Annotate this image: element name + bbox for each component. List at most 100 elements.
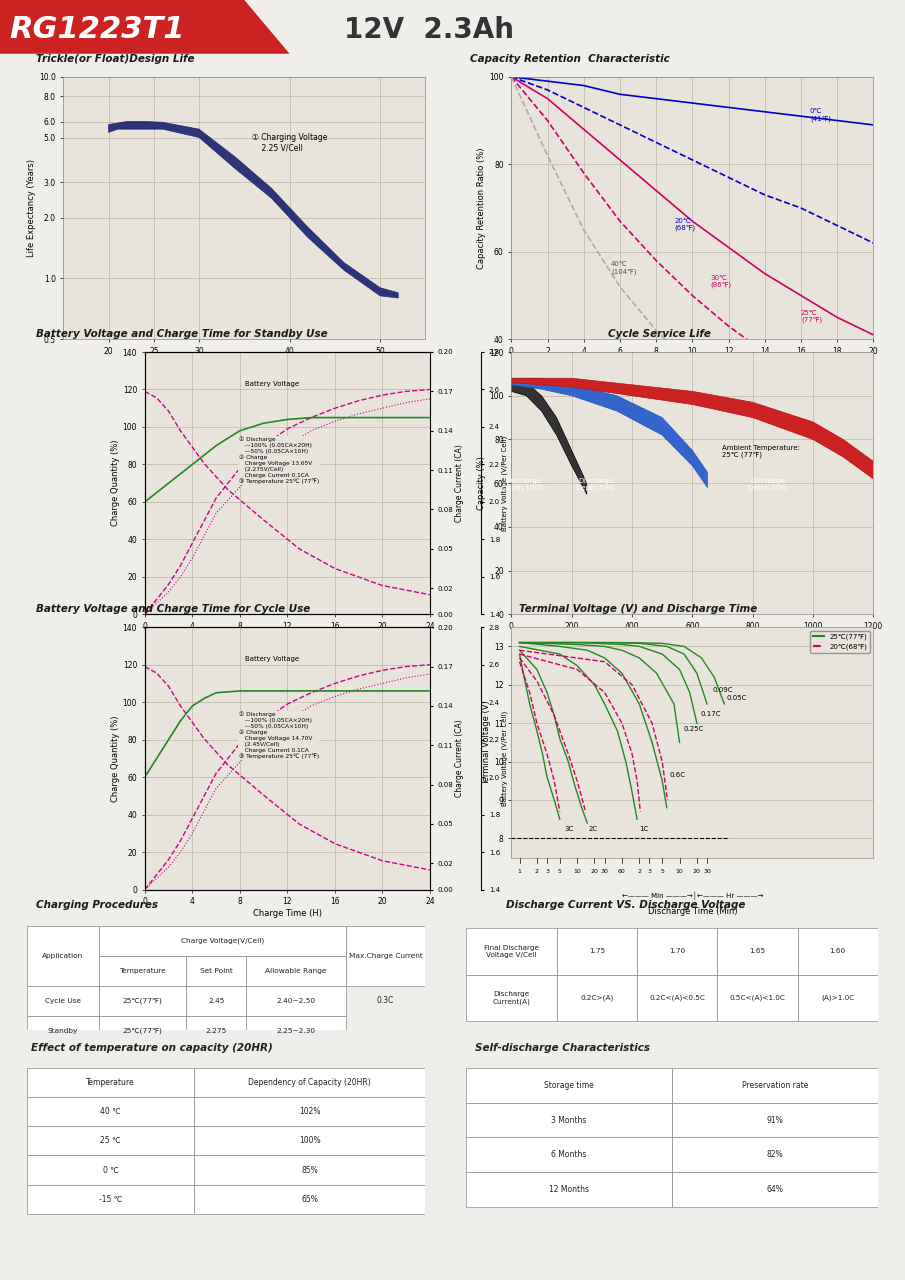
Text: 65%: 65% [301,1194,319,1203]
Text: 0.25C: 0.25C [683,726,704,732]
Text: Discharge Current VS. Discharge Voltage: Discharge Current VS. Discharge Voltage [506,900,745,910]
Text: Max.Charge Current: Max.Charge Current [348,952,423,959]
Text: 3 Months: 3 Months [551,1116,586,1125]
Text: 25℃(77℉): 25℃(77℉) [123,997,163,1005]
Text: Discharge
Depth 100%: Discharge Depth 100% [501,477,545,490]
X-axis label: Charge Time (H): Charge Time (H) [252,634,322,643]
Text: 20: 20 [693,869,700,874]
Text: -15 ℃: -15 ℃ [99,1194,122,1203]
FancyBboxPatch shape [466,1138,672,1172]
Text: Battery Voltage: Battery Voltage [244,657,299,662]
FancyBboxPatch shape [195,1156,425,1184]
Text: 25℃
(77℉): 25℃ (77℉) [801,310,822,324]
Polygon shape [511,379,586,494]
Text: Cycle Use: Cycle Use [45,998,81,1004]
FancyBboxPatch shape [346,925,425,986]
FancyBboxPatch shape [195,1184,425,1213]
X-axis label: Number of Cycles (Times): Number of Cycles (Times) [638,634,747,643]
FancyBboxPatch shape [672,1172,878,1207]
FancyBboxPatch shape [27,1097,195,1126]
Y-axis label: Capacity Retention Ratio (%): Capacity Retention Ratio (%) [478,147,486,269]
X-axis label: Charge Time (H): Charge Time (H) [252,909,322,918]
FancyBboxPatch shape [195,1126,425,1156]
Text: 82%: 82% [767,1151,783,1160]
Text: 12V  2.3Ah: 12V 2.3Ah [344,15,514,44]
Text: 0 ℃: 0 ℃ [103,1166,119,1175]
Text: 91%: 91% [767,1116,784,1125]
Text: Final Discharge
Voltage V/Cell: Final Discharge Voltage V/Cell [484,945,538,957]
Polygon shape [109,122,398,298]
Text: 60: 60 [618,869,626,874]
FancyBboxPatch shape [99,925,346,956]
FancyBboxPatch shape [637,975,718,1021]
FancyBboxPatch shape [195,1097,425,1126]
Y-axis label: Charge Current (CA): Charge Current (CA) [454,719,463,797]
Y-axis label: Battery Voltage (V/Per Cell): Battery Voltage (V/Per Cell) [501,435,508,531]
FancyBboxPatch shape [557,975,637,1021]
Y-axis label: Capacity (%): Capacity (%) [478,456,486,511]
Text: 20℃
(68℉): 20℃ (68℉) [674,218,695,232]
Text: Battery Voltage and Charge Time for Standby Use: Battery Voltage and Charge Time for Stan… [35,329,328,339]
Text: 40℃
(104℉): 40℃ (104℉) [611,261,636,275]
FancyBboxPatch shape [797,928,878,975]
FancyBboxPatch shape [466,1068,672,1103]
FancyBboxPatch shape [718,975,797,1021]
Text: 0.05C: 0.05C [727,695,748,701]
FancyBboxPatch shape [27,925,99,986]
Text: 0.2C>(A): 0.2C>(A) [580,995,614,1001]
Y-axis label: Charge Quantity (%): Charge Quantity (%) [111,716,119,801]
Text: 0.09C: 0.09C [712,687,732,694]
Text: Discharge Time (Min): Discharge Time (Min) [647,908,738,916]
FancyBboxPatch shape [246,1016,346,1046]
FancyBboxPatch shape [466,1172,672,1207]
Text: RG1223T1: RG1223T1 [9,15,185,44]
Text: Battery Voltage: Battery Voltage [244,381,299,387]
Text: Charging Procedures: Charging Procedures [35,900,157,910]
Text: 30℃
(86℉): 30℃ (86℉) [710,275,731,288]
FancyBboxPatch shape [718,928,797,975]
Text: Temperature: Temperature [87,1078,135,1087]
Text: Storage time: Storage time [544,1080,594,1091]
FancyBboxPatch shape [246,956,346,986]
Text: 1.60: 1.60 [830,948,846,955]
Text: 1.70: 1.70 [669,948,685,955]
Text: 64%: 64% [767,1185,784,1194]
Text: 85%: 85% [301,1166,319,1175]
FancyBboxPatch shape [27,986,99,1016]
FancyBboxPatch shape [27,1068,195,1097]
Polygon shape [511,379,708,488]
FancyBboxPatch shape [27,1156,195,1184]
Text: 12 Months: 12 Months [549,1185,589,1194]
Text: 10: 10 [573,869,581,874]
FancyBboxPatch shape [99,956,186,986]
Text: 100%: 100% [299,1137,320,1146]
Text: 3: 3 [647,869,652,874]
Text: Self-discharge Characteristics: Self-discharge Characteristics [474,1043,650,1053]
FancyBboxPatch shape [99,1016,186,1046]
X-axis label: Temperature (℃): Temperature (℃) [208,358,281,367]
Text: Cycle Service Life: Cycle Service Life [608,329,710,339]
Text: 30: 30 [703,869,711,874]
Text: 2: 2 [637,869,642,874]
FancyBboxPatch shape [186,956,246,986]
Text: 2C: 2C [589,826,598,832]
Text: 40 ℃: 40 ℃ [100,1107,121,1116]
Text: 1C: 1C [639,826,649,832]
Text: 5: 5 [557,869,562,874]
Text: 30: 30 [601,869,608,874]
Text: Discharge
Current(A): Discharge Current(A) [492,991,530,1005]
FancyBboxPatch shape [195,1068,425,1097]
Text: 3C: 3C [565,826,574,832]
Text: Ambient Temperature:
25℃ (77℉): Ambient Temperature: 25℃ (77℉) [722,445,801,458]
Text: Terminal Voltage (V) and Discharge Time: Terminal Voltage (V) and Discharge Time [519,604,757,614]
FancyBboxPatch shape [557,928,637,975]
Y-axis label: Charge Current (CA): Charge Current (CA) [454,444,463,522]
Text: 0.2C<(A)<0.5C: 0.2C<(A)<0.5C [649,995,705,1001]
Text: Preservation rate: Preservation rate [742,1080,808,1091]
FancyBboxPatch shape [466,1103,672,1138]
Text: 2.40~2.50: 2.40~2.50 [276,998,316,1004]
Text: 0.17C: 0.17C [700,710,721,717]
Text: 5: 5 [661,869,664,874]
Text: ① Discharge
   —100% (0.05CA×20H)
   —50% (0.05CA×10H)
② Charge
   Charge Voltag: ① Discharge —100% (0.05CA×20H) —50% (0.0… [239,436,319,484]
Text: 25℃(77℉): 25℃(77℉) [123,1028,163,1034]
